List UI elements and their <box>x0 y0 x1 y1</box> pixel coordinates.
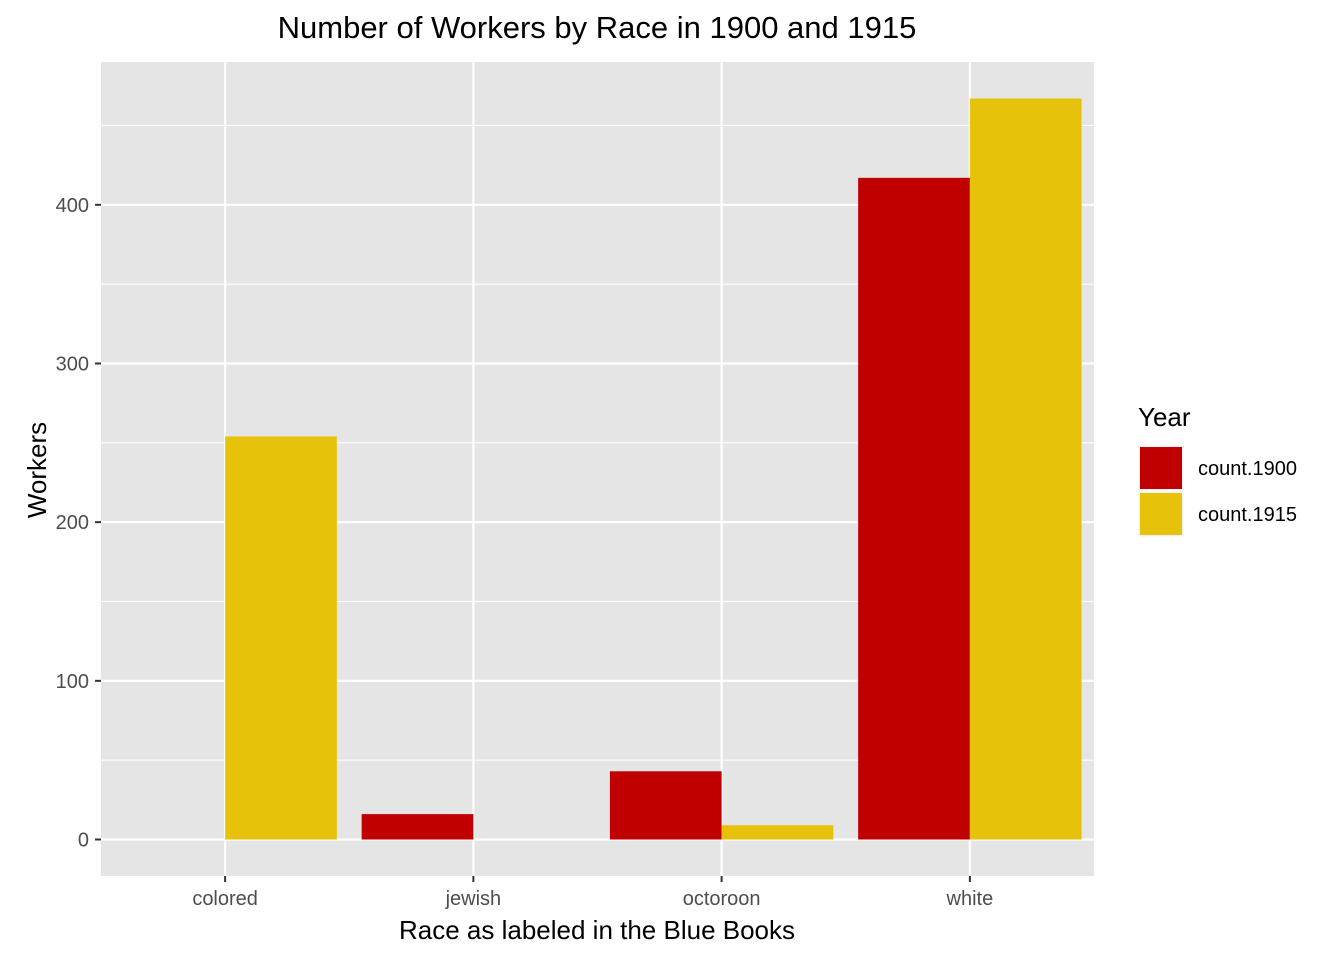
legend-title: Year <box>1138 402 1191 432</box>
bar-octoroon-count-1915 <box>721 825 834 840</box>
y-tick-label: 400 <box>56 195 89 217</box>
chart-title: Number of Workers by Race in 1900 and 19… <box>278 10 917 45</box>
legend-swatch <box>1140 447 1182 489</box>
x-tick-label: jewish <box>445 888 502 910</box>
x-axis-title: Race as labeled in the Blue Books <box>399 915 795 945</box>
legend-label: count.1900 <box>1198 458 1297 480</box>
y-tick-label: 100 <box>56 671 89 693</box>
bar-white-count-1900 <box>858 177 970 840</box>
axes: 0 100 200 300 400 colored jewish octoroon white <box>56 195 994 910</box>
bar-jewish-count-1900 <box>361 814 474 840</box>
y-axis-title: Workers <box>22 422 52 518</box>
y-tick-label: 0 <box>78 830 89 852</box>
bar-white-count-1915 <box>969 98 1082 840</box>
x-tick-label: octoroon <box>683 888 761 910</box>
y-tick-label: 200 <box>56 512 89 534</box>
bars <box>225 98 1082 840</box>
x-tick-label: colored <box>192 888 258 910</box>
legend-label: count.1915 <box>1198 504 1297 526</box>
bar-octoroon-count-1900 <box>609 771 722 840</box>
y-tick-label: 300 <box>56 353 89 375</box>
bar-colored-count-1915 <box>225 436 337 840</box>
legend: Year count.1900 count.1915 <box>1137 402 1297 538</box>
x-tick-label: white <box>946 888 994 910</box>
legend-swatch <box>1140 493 1182 535</box>
